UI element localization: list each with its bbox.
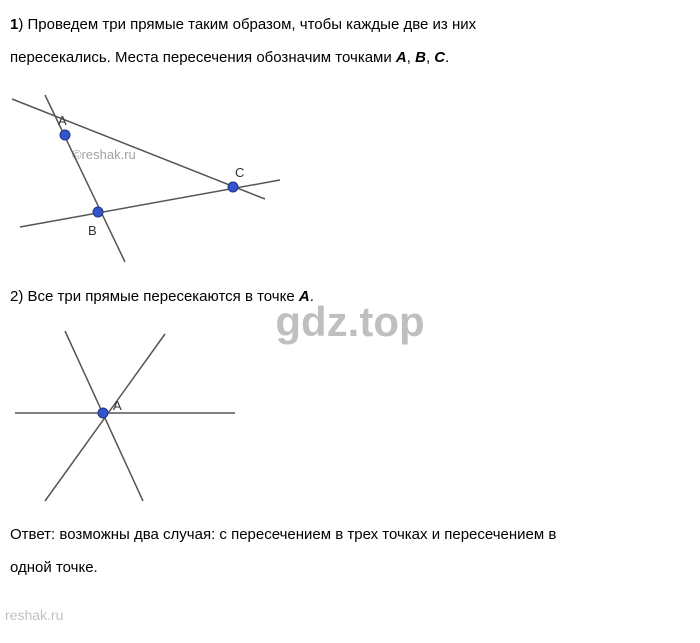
point-c-label: C: [434, 49, 445, 66]
diagram-2-svg: [10, 326, 290, 511]
diagram-1: ©reshak.ru ABC: [10, 87, 290, 267]
paragraph-1: 1) Проведем три прямые таким образом, чт…: [0, 0, 700, 82]
point-label: B: [88, 223, 97, 238]
paragraph-2: 2) Все три прямые пересекаются в точке A…: [0, 272, 700, 321]
point-a-label: A: [396, 49, 407, 66]
diagram-1-svg: [10, 87, 290, 267]
answer-block: Ответ: возможны два случая: с пересечени…: [0, 516, 700, 592]
period1: .: [445, 49, 449, 66]
answer-prefix: Ответ:: [10, 526, 59, 543]
answer-content2: одной точке.: [10, 559, 98, 576]
point-label: A: [58, 113, 67, 128]
point-label: A: [113, 398, 122, 413]
watermark-reshak-2: reshak.ru: [5, 607, 63, 623]
text2-content: 2) Все три прямые пересекаются в точке: [10, 288, 299, 305]
diagram-2: A: [10, 326, 290, 511]
text1-part2: пересекались. Места пересечения обозначи…: [10, 49, 396, 66]
answer-content: возможны два случая: с пересечением в тр…: [59, 526, 556, 543]
point-b-label: B: [415, 49, 426, 66]
point-a-label-2: A: [299, 288, 310, 305]
text1-part1: ) Проведем три прямые таким образом, что…: [18, 16, 476, 33]
sep1: ,: [407, 49, 415, 66]
point-label: C: [235, 165, 244, 180]
period2: .: [310, 288, 314, 305]
